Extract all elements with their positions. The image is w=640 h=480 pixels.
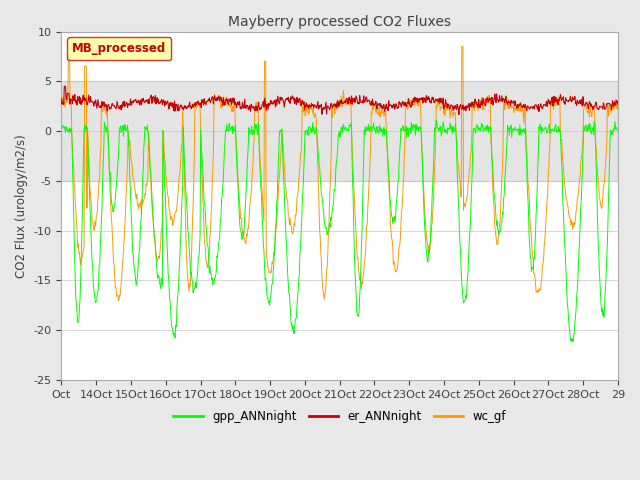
Y-axis label: CO2 Flux (urology/m2/s): CO2 Flux (urology/m2/s) [15,134,28,277]
Title: Mayberry processed CO2 Fluxes: Mayberry processed CO2 Fluxes [228,15,451,29]
Bar [61,81,618,181]
Legend: gpp_ANNnight, er_ANNnight, wc_gf: gpp_ANNnight, er_ANNnight, wc_gf [168,406,511,428]
